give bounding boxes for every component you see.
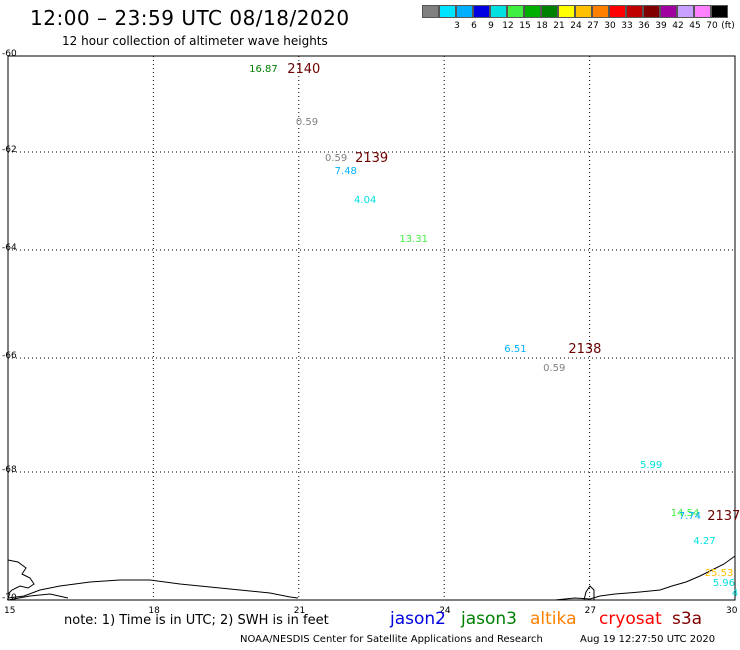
coastline-east-inlet [583,585,595,601]
legend-swatch [558,5,575,18]
lon-tick-label: 21 [293,606,306,616]
pass-number: 2139 [355,151,389,167]
legend-label: 3 [454,21,460,31]
pass-number: 2137 [707,508,740,524]
lat-tick-label: -64 [2,243,17,253]
wave-height-value: 4.04 [354,195,377,206]
generated-timestamp: Aug 19 12:27:50 UTC 2020 [580,634,716,645]
coastline-east [554,555,736,601]
legend-label: 12 [502,21,514,31]
credit-line: NOAA/NESDIS Center for Satellite Applica… [240,634,543,645]
lon-tick-label: 24 [439,606,451,616]
legend-label: 33 [621,21,633,31]
wave-height-value: 4 [731,587,739,599]
legend-swatch [592,5,609,18]
legend-swatch [422,5,439,18]
lon-tick-label: 27 [584,606,597,616]
legend-swatch [609,5,626,18]
wave-height-value: 6.51 [504,343,527,355]
lon-tick-label: 30 [726,606,738,616]
satellite-label: altika [530,609,577,629]
legend-swatch [711,5,728,18]
wave-height-value: 0.59 [295,117,319,129]
wave-height-value: 5.99 [640,460,663,472]
legend-label: 70 [706,21,718,31]
lat-tick-label: -62 [2,145,17,155]
wave-height-value: 7.74 [678,510,702,522]
lat-tick-label: -70 [2,593,17,603]
wave-height-value: 0.59 [324,153,348,165]
legend-label: 15 [519,21,531,31]
legend-swatch [439,5,456,18]
legend-swatch [456,5,473,18]
legend-unit: (ft) [721,21,735,31]
map-subtitle: 12 hour collection of altimeter wave hei… [62,34,328,48]
map-title: 12:00 – 23:59 UTC 08/18/2020 [30,6,350,30]
legend-label: 18 [536,21,548,31]
legend-label: 42 [672,21,684,31]
coastline-bottom-shelf [7,593,69,601]
legend-swatch [524,5,541,18]
satellite-label: s3a [672,609,703,629]
legend-label: 24 [570,21,582,31]
coastline-west-islands [7,559,35,595]
wave-height-value: 14.54 [670,507,700,519]
satellite-label: jason3 [461,609,517,629]
legend-swatch [660,5,677,18]
lat-tick-label: -66 [2,351,17,361]
legend-swatch [694,5,711,18]
lon-tick-label: 15 [4,606,16,616]
wave-height-value: 4.27 [693,536,716,548]
wave-height-value: 0.59 [543,363,566,375]
graticule [8,56,735,600]
satellite-label: cryosat [599,609,662,629]
legend-swatch [507,5,524,18]
pass-number: 2138 [568,341,602,357]
legend-swatch [473,5,490,18]
wave-height-value: 16.87 [249,64,278,76]
legend-label: 6 [471,21,477,31]
coastline [7,579,299,599]
footer-note: note: 1) Time is in UTC; 2) SWH is in fe… [64,613,329,628]
wave-height-value: 7.48 [334,165,357,177]
legend-swatch [575,5,592,18]
wave-height-value: 13.31 [399,234,428,246]
legend-label: 36 [638,21,650,31]
lat-tick-label: -68 [2,465,17,475]
legend-swatch [490,5,507,18]
lat-tick-label: -60 [2,49,17,59]
legend-label: 39 [655,21,667,31]
legend-label: 27 [587,21,599,31]
legend-swatch [677,5,694,18]
legend-swatch [626,5,643,18]
legend-label: 9 [488,21,494,31]
legend-label: 45 [689,21,701,31]
legend-label: 21 [553,21,565,31]
satellite-label: jason2 [390,609,446,629]
lon-tick-label: 18 [148,606,160,616]
map-frame [7,55,736,601]
legend-swatch [541,5,558,18]
pass-number: 2140 [287,62,321,78]
wave-height-value: 5.96 [712,578,735,589]
wave-height-value: 25.53 [704,568,734,580]
legend-swatch [643,5,660,18]
legend-label: 30 [604,21,616,31]
